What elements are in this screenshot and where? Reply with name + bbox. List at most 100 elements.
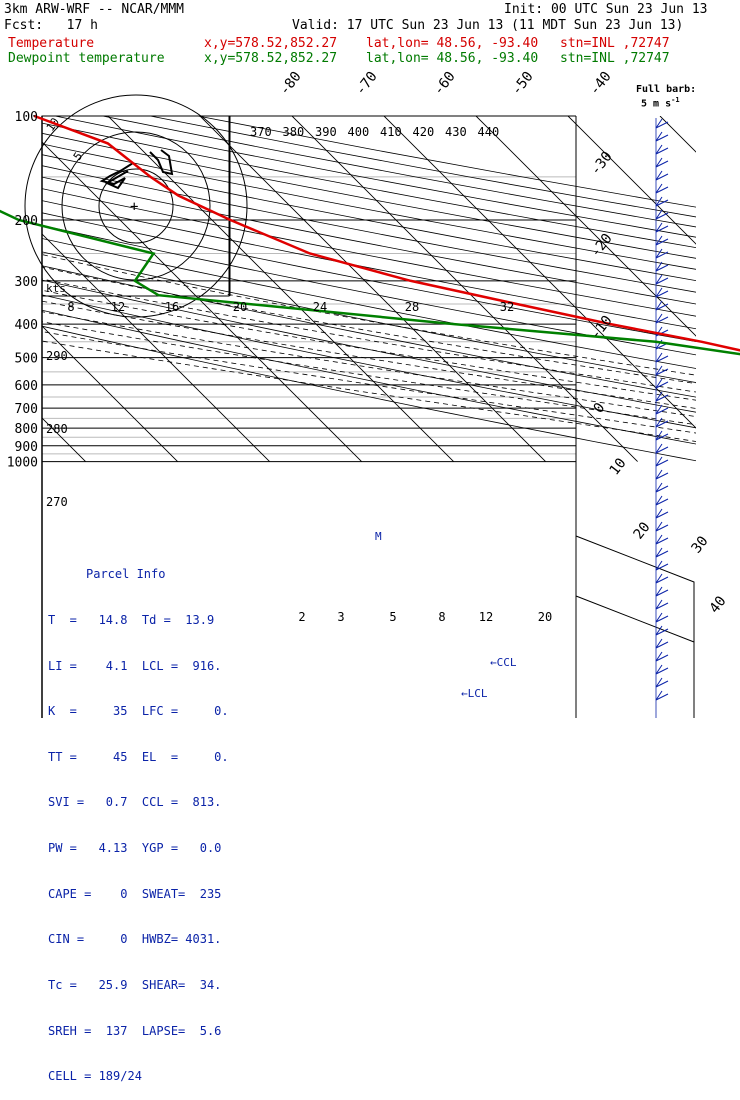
hodograph-speed-label: 12 <box>111 300 125 314</box>
parcel-row: CAPE = 0 SWEAT= 235 <box>48 886 222 901</box>
isotherm-label: -50 <box>509 69 537 99</box>
wind-barb <box>655 430 669 441</box>
dry-adiabat <box>42 325 696 462</box>
wind-barb <box>655 365 669 376</box>
wind-barb <box>655 170 669 181</box>
dry-adiabat <box>42 309 696 445</box>
pressure-tick-label: 100 <box>15 110 38 125</box>
theta-label: 430 <box>445 125 467 139</box>
lcl-label: ←LCL <box>461 687 488 700</box>
mixing-ratio-label: 3 <box>337 610 344 624</box>
pressure-tick-label: 700 <box>15 402 38 417</box>
hodograph-speed-label: 20 <box>233 300 247 314</box>
dry-adiabat <box>42 238 696 369</box>
theta-label: 380 <box>283 125 305 139</box>
level-m-label: M <box>375 530 382 543</box>
model-title: 3km ARW-WRF -- NCAR/MMM <box>4 2 185 17</box>
lower-region-border <box>575 535 695 718</box>
isotherm-label: -70 <box>353 69 381 99</box>
dry-adiabat <box>42 143 696 270</box>
isotherm-line <box>199 116 546 462</box>
hodograph-speed-label: 28 <box>405 300 419 314</box>
init-time: Init: 00 UTC Sun 23 Jun 13 <box>504 2 708 17</box>
hodograph-speed-label: 24 <box>313 300 327 314</box>
parcel-row: K = 35 LFC = 0. <box>48 704 229 719</box>
parcel-row: Tc = 25.9 SHEAR= 34. <box>48 977 222 992</box>
dry-adiabat <box>42 265 696 398</box>
parcel-info-panel: Parcel Info T = 14.8 Td = 13.9 LI = 4.1 … <box>48 537 238 1083</box>
wind-barb <box>655 300 669 311</box>
moist-adiabat <box>42 254 696 376</box>
dry-adiabat <box>42 251 696 383</box>
dewpoint-line <box>0 209 740 356</box>
moist-adiabat <box>42 289 696 401</box>
isotherm-label: -40 <box>587 69 615 99</box>
dry-adiabat <box>42 132 696 259</box>
wind-barb <box>655 677 669 688</box>
wind-barb <box>655 690 669 701</box>
barb-legend-title: Full barb: <box>636 84 697 95</box>
mixing-ratio-label: 12 <box>479 610 493 624</box>
temperature-latlon: lat,lon= 48.56, -93.40 <box>366 36 539 51</box>
wind-barb <box>655 417 669 428</box>
temperature-line <box>33 114 740 352</box>
parcel-info-title: Parcel Info <box>86 567 166 582</box>
theta-left-label: 290 <box>46 349 68 363</box>
wind-barb <box>655 352 669 363</box>
wind-barb <box>655 261 669 272</box>
wind-barb <box>655 144 669 155</box>
mixing-ratio-label: 5 <box>389 610 396 624</box>
mixing-ratio-label: 2 <box>298 610 305 624</box>
isotherm-group <box>42 116 696 462</box>
wind-barb <box>655 209 669 220</box>
dry-adiabat <box>42 212 696 343</box>
wind-barb <box>655 495 669 506</box>
wind-barbs <box>655 118 669 718</box>
wind-barb <box>655 443 669 454</box>
hodograph-unit: kts <box>46 282 66 295</box>
wind-barb <box>655 235 669 246</box>
dewpoint-station: stn=INL ,72747 <box>560 51 670 66</box>
isotherm-line <box>42 141 362 462</box>
wind-barb <box>655 547 669 558</box>
isotherm-line <box>42 233 270 462</box>
dry-adiabat <box>42 279 696 413</box>
theta-label: 370 <box>250 125 272 139</box>
wind-barb <box>655 586 669 597</box>
dry-adiabat <box>42 154 696 282</box>
temperature-xy: x,y=578.52,852.27 <box>204 36 338 51</box>
wind-barb <box>655 573 669 584</box>
hodograph-speed-label: 32 <box>500 300 514 314</box>
moist-adiabat <box>42 278 696 393</box>
theta-left-label: 280 <box>46 422 68 436</box>
chart-grid <box>41 115 696 718</box>
isotherm-label: 30 <box>689 533 712 556</box>
pressure-tick-label: 500 <box>15 352 38 367</box>
wind-barb <box>655 612 669 623</box>
wind-barb <box>655 560 669 571</box>
theta-label: 390 <box>315 125 337 139</box>
valid-time: Valid: 17 UTC Sun 23 Jun 13 (11 MDT Sun … <box>292 18 684 33</box>
theta-left-label: 270 <box>46 495 68 509</box>
pressure-tick-label: 400 <box>15 318 38 333</box>
mixing-ratio-label: 8 <box>438 610 445 624</box>
moist-adiabat <box>42 340 696 442</box>
wind-barb <box>655 287 669 298</box>
wind-barb <box>655 508 669 519</box>
hodograph-ring <box>24 94 248 318</box>
dewpoint-latlon: lat,lon= 48.56, -93.40 <box>366 51 539 66</box>
ccl-label: ←CCL <box>490 656 517 669</box>
chart-series <box>0 114 740 356</box>
wind-barb <box>655 391 669 402</box>
wind-barb <box>655 222 669 233</box>
wind-barb <box>655 378 669 389</box>
pressure-tick-label: 1000 <box>7 456 38 471</box>
hodograph-speed-label: 8 <box>67 300 74 314</box>
parcel-row: LI = 4.1 LCL = 916. <box>48 658 222 673</box>
dry-adiabat <box>42 122 696 249</box>
isotherm-label: 20 <box>631 519 654 542</box>
isotherm-line <box>383 116 696 429</box>
barb-legend-unit: 5 m s-1 <box>641 96 680 110</box>
